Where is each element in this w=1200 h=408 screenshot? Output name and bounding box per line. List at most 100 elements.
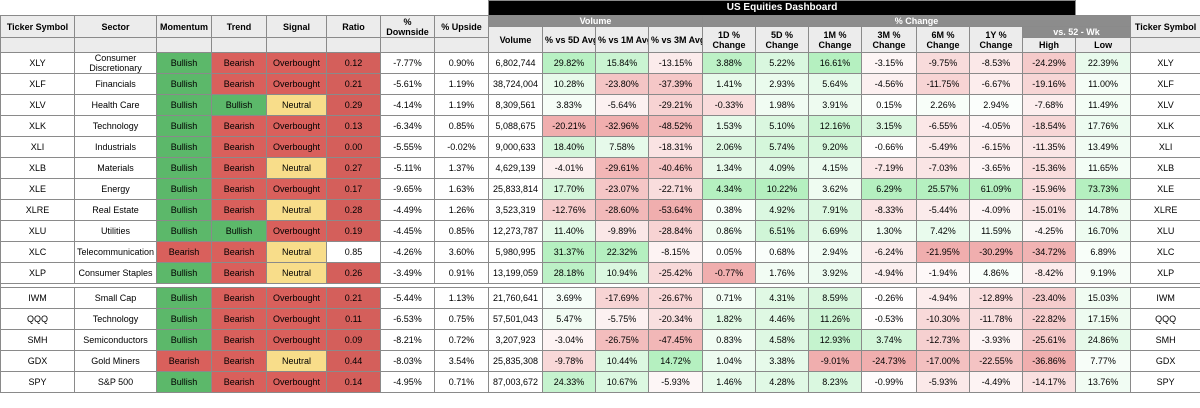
cell-signal: Overbought	[266, 73, 327, 95]
cell-v3m: -25.42%	[648, 262, 703, 284]
cell-ratio: 0.19	[326, 220, 381, 242]
cell-c1d: 0.86%	[702, 220, 756, 242]
cell-trend: Bearish	[211, 73, 267, 95]
cell-high: -4.25%	[1021, 220, 1077, 242]
cell-high: -23.40%	[1021, 287, 1077, 309]
cell-high: -7.68%	[1021, 94, 1077, 116]
cell-c1m: 16.61%	[808, 52, 862, 74]
cell-ticker: XLE	[0, 178, 75, 200]
cell-v3m: -13.15%	[648, 52, 703, 74]
cell-c5d: 4.09%	[755, 157, 809, 179]
cell-ticker: XLC	[0, 241, 75, 263]
cell-c3m: -0.53%	[861, 308, 917, 330]
cell-ticker-right: XLRE	[1130, 199, 1200, 221]
cell-v5d: 28.18%	[542, 262, 596, 284]
cell-trend: Bearish	[211, 262, 267, 284]
cell-c6m: -11.75%	[916, 73, 970, 95]
header-downside-cont	[380, 37, 435, 53]
cell-c3m: -24.73%	[861, 350, 917, 372]
cell-downside: -4.14%	[380, 94, 435, 116]
cell-trend: Bullish	[211, 94, 267, 116]
cell-trend: Bearish	[211, 329, 267, 351]
cell-low: 24.86%	[1075, 329, 1132, 351]
title-spacer-left	[0, 0, 489, 16]
cell-sector: Financials	[74, 73, 157, 95]
header-momentum: Momentum	[156, 15, 212, 38]
table-row: SPY S&P 500 Bullish Bearish Overbought 0.14 -4…	[0, 371, 1200, 393]
cell-sector: Small Cap	[74, 287, 157, 309]
cell-signal: Overbought	[266, 136, 327, 158]
cell-c5d: 4.58%	[755, 329, 809, 351]
cell-c1m: 6.69%	[808, 220, 862, 242]
cell-ratio: 0.13	[326, 115, 381, 137]
cell-c3m: 3.74%	[861, 329, 917, 351]
cell-c1y: 2.94%	[969, 94, 1023, 116]
table-row: XLK Technology Bullish Bearish Overbought 0.1…	[0, 115, 1200, 137]
cell-v5d: 3.69%	[542, 287, 596, 309]
cell-volume: 6,802,744	[488, 52, 543, 74]
cell-c6m: -5.93%	[916, 371, 970, 393]
header-v3m: % vs 3M Avg	[648, 26, 703, 53]
header-low: Low	[1075, 37, 1132, 53]
cell-upside: 3.60%	[434, 241, 489, 263]
cell-c1y: -3.65%	[969, 157, 1023, 179]
table-row: SMH Semiconductors Bullish Bearish Overbough…	[0, 329, 1200, 351]
cell-c1y: -4.05%	[969, 115, 1023, 137]
cell-momentum: Bullish	[156, 199, 212, 221]
table-row: XLC Telecommunication Bearish Bearish Neutra…	[0, 241, 1200, 263]
cell-ticker-right: SMH	[1130, 329, 1200, 351]
cell-c5d: 1.76%	[755, 262, 809, 284]
table-row: XLF Financials Bullish Bearish Overbought 0.2…	[0, 73, 1200, 95]
cell-high: -25.61%	[1021, 329, 1077, 351]
cell-ticker-right: XLV	[1130, 94, 1200, 116]
cell-ratio: 0.00	[326, 136, 381, 158]
cell-sector: Industrials	[74, 136, 157, 158]
cell-c6m: 25.57%	[916, 178, 970, 200]
cell-momentum: Bullish	[156, 287, 212, 309]
cell-volume: 8,309,561	[488, 94, 543, 116]
cell-downside: -6.53%	[380, 308, 435, 330]
cell-momentum: Bullish	[156, 262, 212, 284]
cell-c6m: -21.95%	[916, 241, 970, 263]
cell-high: -22.82%	[1021, 308, 1077, 330]
cell-momentum: Bullish	[156, 94, 212, 116]
cell-signal: Overbought	[266, 329, 327, 351]
cell-momentum: Bearish	[156, 241, 212, 263]
cell-high: -24.29%	[1021, 52, 1077, 74]
cell-c1d: 0.83%	[702, 329, 756, 351]
cell-v5d: 29.82%	[542, 52, 596, 74]
cell-trend: Bearish	[211, 136, 267, 158]
cell-c1d: 2.06%	[702, 136, 756, 158]
cell-sector: Real Estate	[74, 199, 157, 221]
cell-upside: 1.37%	[434, 157, 489, 179]
cell-downside: -8.03%	[380, 350, 435, 372]
cell-trend: Bearish	[211, 308, 267, 330]
cell-v5d: 18.40%	[542, 136, 596, 158]
cell-c6m: -6.55%	[916, 115, 970, 137]
cell-high: -15.96%	[1021, 178, 1077, 200]
cell-ratio: 0.09	[326, 329, 381, 351]
header-ticker: Ticker Symbol	[0, 15, 75, 38]
cell-v3m: -37.39%	[648, 73, 703, 95]
cell-momentum: Bearish	[156, 350, 212, 372]
table-row: IWM Small Cap Bullish Bearish Overbought 0.21…	[0, 287, 1200, 309]
cell-downside: -7.77%	[380, 52, 435, 74]
cell-c1m: 8.23%	[808, 371, 862, 393]
table-row: XLB Materials Bullish Bearish Neutral 0.27 -5.…	[0, 157, 1200, 179]
cell-c3m: 6.29%	[861, 178, 917, 200]
cell-c5d: 6.51%	[755, 220, 809, 242]
cell-high: -15.36%	[1021, 157, 1077, 179]
cell-v5d: 31.37%	[542, 241, 596, 263]
cell-ticker: XLU	[0, 220, 75, 242]
cell-c1y: -22.55%	[969, 350, 1023, 372]
header-signal: Signal	[266, 15, 327, 38]
cell-upside: 0.90%	[434, 52, 489, 74]
cell-sector: Telecommunication	[74, 241, 157, 263]
cell-v1m: -29.61%	[595, 157, 649, 179]
table-row: XLP Consumer Staples Bullish Bearish Neutral…	[0, 262, 1200, 284]
cell-high: -8.42%	[1021, 262, 1077, 284]
cell-c1m: 12.16%	[808, 115, 862, 137]
cell-signal: Overbought	[266, 371, 327, 393]
equities-dashboard-table: US Equities Dashboard Ticker Symbol Sect…	[0, 0, 1200, 393]
header-v1m: % vs 1M Avg	[595, 26, 649, 53]
